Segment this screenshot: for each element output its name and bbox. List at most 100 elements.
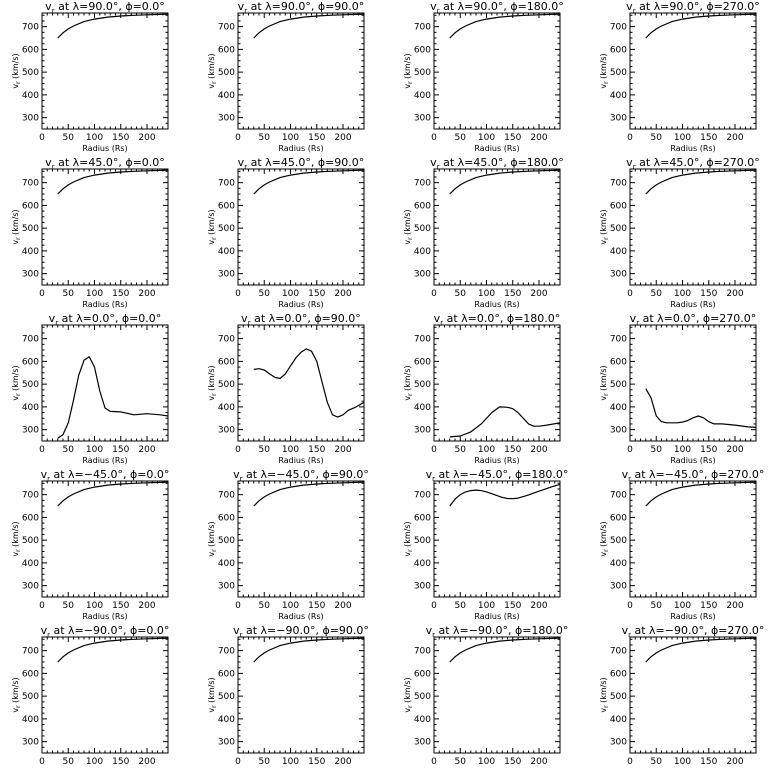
y-tick-label: 500 (218, 536, 235, 546)
y-tick-label: 600 (218, 45, 235, 55)
x-tick-label: 150 (504, 445, 521, 455)
series-line (645, 169, 757, 195)
x-tick-label: 100 (674, 757, 691, 767)
y-tick-label: 400 (414, 403, 431, 413)
x-tick-label: 0 (235, 445, 241, 455)
plot-frame (41, 324, 169, 442)
x-tick-label: 50 (651, 133, 663, 143)
x-tick-label: 150 (700, 601, 717, 611)
y-tick-label: 700 (610, 23, 627, 33)
x-tick-label: 100 (282, 289, 299, 299)
x-tick-label: 50 (63, 133, 75, 143)
y-tick-label: 300 (414, 270, 431, 280)
y-tick-label: 500 (610, 68, 627, 78)
panel-title: vr at λ=−90.0°, ϕ=180.0° (426, 624, 569, 639)
y-tick-label: 600 (414, 669, 431, 679)
series-line (57, 169, 169, 195)
series-line (57, 481, 169, 507)
y-tick-label: 700 (610, 335, 627, 345)
x-tick-label: 100 (674, 601, 691, 611)
x-tick-label: 200 (726, 289, 743, 299)
x-tick-label: 150 (308, 757, 325, 767)
series-line (645, 637, 757, 663)
x-tick-label: 150 (112, 757, 129, 767)
y-tick-label: 300 (218, 582, 235, 592)
x-tick-label: 50 (651, 289, 663, 299)
x-tick-label: 100 (86, 133, 103, 143)
series-line (449, 169, 561, 195)
y-axis-label: vr (km/s) (207, 365, 218, 400)
panel-title: vr at λ=−90.0°, ϕ=90.0° (233, 624, 369, 639)
x-axis-label: Radius (Rs) (278, 612, 323, 621)
x-tick-label: 200 (726, 445, 743, 455)
x-tick-label: 150 (112, 601, 129, 611)
x-tick-label: 150 (700, 445, 717, 455)
plot-frame (41, 636, 169, 754)
panel-title: vr at λ=90.0°, ϕ=90.0° (238, 0, 365, 15)
y-tick-label: 500 (218, 224, 235, 234)
x-axis-label: Radius (Rs) (670, 144, 715, 153)
y-tick-label: 600 (22, 513, 39, 523)
chart-panel: vr at λ=45.0°, ϕ=270.0° 0 50 100 150 200 300 40… (599, 156, 760, 309)
series-line (57, 13, 169, 39)
x-tick-label: 0 (627, 445, 633, 455)
y-tick-label: 300 (610, 270, 627, 280)
y-tick-label: 700 (414, 179, 431, 189)
x-axis-label: Radius (Rs) (474, 300, 519, 309)
x-tick-label: 100 (86, 601, 103, 611)
panel-title: vr at λ=45.0°, ϕ=180.0° (430, 156, 564, 171)
x-tick-label: 200 (334, 445, 351, 455)
y-tick-label: 400 (218, 403, 235, 413)
y-tick-label: 300 (414, 738, 431, 748)
y-tick-label: 700 (22, 491, 39, 501)
x-tick-label: 100 (86, 445, 103, 455)
x-axis-label: Radius (Rs) (278, 144, 323, 153)
y-tick-label: 300 (610, 738, 627, 748)
y-tick-label: 400 (610, 403, 627, 413)
series-line (449, 483, 561, 507)
x-tick-label: 150 (308, 445, 325, 455)
chart-panel: vr at λ=−90.0°, ϕ=0.0° 0 50 100 150 200 300 400… (11, 624, 169, 772)
y-axis-label: vr (km/s) (403, 209, 414, 244)
chart-panel: vr at λ=45.0°, ϕ=90.0° 0 50 100 150 200 300 400… (207, 156, 365, 309)
y-tick-label: 400 (218, 91, 235, 101)
y-tick-label: 400 (414, 247, 431, 257)
chart-panel: vr at λ=45.0°, ϕ=180.0° 0 50 100 150 200 300 40… (403, 156, 564, 309)
y-tick-label: 600 (218, 357, 235, 367)
series-line (253, 348, 365, 418)
x-tick-label: 50 (651, 601, 663, 611)
y-tick-label: 500 (22, 224, 39, 234)
y-tick-label: 500 (414, 380, 431, 390)
y-tick-label: 500 (414, 536, 431, 546)
x-tick-label: 150 (504, 133, 521, 143)
series-line (253, 13, 365, 39)
series-line (645, 388, 757, 428)
panel-title: vr at λ=0.0°, ϕ=180.0° (434, 312, 561, 327)
x-tick-label: 0 (627, 133, 633, 143)
x-tick-label: 0 (39, 757, 45, 767)
y-tick-label: 500 (22, 68, 39, 78)
y-tick-label: 700 (22, 23, 39, 33)
chart-panel: vr at λ=−45.0°, ϕ=90.0° 0 50 100 150 200 300 40… (207, 468, 369, 621)
y-tick-label: 300 (218, 426, 235, 436)
x-tick-label: 0 (235, 601, 241, 611)
x-tick-label: 50 (63, 289, 75, 299)
y-tick-label: 600 (414, 201, 431, 211)
plot-frame (237, 168, 365, 286)
plot-frame (237, 12, 365, 130)
x-tick-label: 0 (627, 601, 633, 611)
plot-frame (237, 324, 365, 442)
plot-frame (433, 168, 561, 286)
y-axis-label: vr (km/s) (11, 53, 22, 88)
x-tick-label: 0 (431, 289, 437, 299)
y-tick-label: 700 (218, 179, 235, 189)
x-tick-label: 150 (112, 133, 129, 143)
x-tick-label: 200 (138, 289, 155, 299)
y-tick-label: 700 (610, 491, 627, 501)
y-tick-label: 700 (218, 335, 235, 345)
y-axis-label: vr (km/s) (207, 521, 218, 556)
y-tick-label: 500 (414, 224, 431, 234)
x-tick-label: 200 (334, 757, 351, 767)
panel-title: vr at λ=45.0°, ϕ=0.0° (45, 156, 165, 171)
